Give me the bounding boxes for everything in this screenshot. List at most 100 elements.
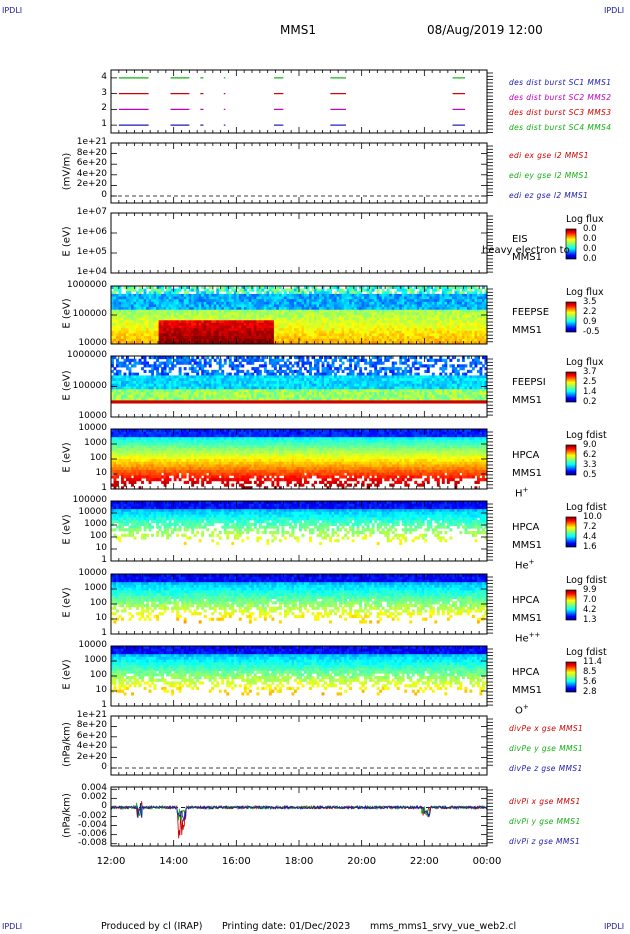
heatmap-cell: [201, 312, 205, 316]
heatmap-cell: [191, 386, 195, 390]
heatmap-cell: [226, 309, 230, 313]
heatmap-cell: [193, 301, 197, 305]
heatmap-cell: [481, 312, 485, 316]
heatmap-cell: [148, 317, 152, 321]
heatmap-cell: [276, 320, 280, 324]
heatmap-cell: [186, 361, 190, 365]
heatmap-cell: [401, 312, 405, 316]
heatmap-cell: [376, 361, 380, 365]
heatmap-cell: [126, 400, 129, 404]
heatmap-cell: [161, 333, 165, 337]
heatmap-cell: [241, 317, 245, 321]
heatmap-cell: [364, 312, 368, 316]
heatmap-cell: [231, 299, 235, 303]
heatmap-cell: [419, 309, 423, 313]
heatmap-cell: [246, 333, 250, 337]
heatmap-cell: [441, 317, 445, 321]
heatmap-cell: [201, 375, 205, 379]
heatmap-cell: [173, 288, 177, 292]
heatmap-cell: [196, 400, 200, 404]
heatmap-cell: [336, 299, 340, 303]
heatmap-cell: [331, 325, 335, 329]
heatmap-cell: [314, 378, 317, 382]
heatmap-cell: [369, 330, 373, 334]
heatmap-cell: [306, 389, 310, 393]
heatmap-cell: [211, 315, 215, 319]
heatmap-cell: [454, 328, 458, 332]
heatmap-cell: [419, 356, 423, 360]
heatmap-cell: [366, 309, 370, 313]
heatmap-cell: [311, 307, 315, 311]
heatmap-cell: [366, 333, 370, 337]
heatmap-cell: [389, 315, 393, 319]
heatmap-cell: [359, 315, 363, 319]
heatmap-cell: [459, 322, 463, 326]
heatmap-cell: [153, 338, 157, 342]
heatmap-cell: [346, 341, 350, 345]
heatmap-cell: [336, 328, 340, 332]
heatmap-cell: [359, 325, 363, 329]
heatmap-cell: [223, 336, 227, 340]
heatmap-cell: [331, 361, 335, 365]
heatmap-cell: [258, 309, 262, 313]
heatmap-cell: [296, 296, 300, 300]
heatmap-cell: [459, 301, 463, 305]
heatmap-cell: [361, 317, 365, 321]
heatmap-cell: [236, 286, 240, 290]
heatmap-cell: [151, 392, 155, 396]
heatmap-cell: [216, 400, 220, 404]
heatmap-cell: [206, 383, 210, 387]
heatmap-cell: [449, 304, 453, 308]
heatmap-cell: [304, 375, 307, 379]
heatmap-cell: [241, 309, 245, 313]
heatmap-cell: [273, 361, 277, 365]
heatmap-cell: [233, 330, 237, 334]
heatmap-cell: [416, 293, 420, 297]
heatmap-cell: [273, 328, 277, 332]
heatmap-cell: [138, 309, 142, 313]
heatmap-cell: [143, 299, 147, 303]
heatmap-cell: [261, 328, 265, 332]
heatmap-cell: [236, 400, 240, 404]
heatmap-cell: [296, 386, 300, 390]
heatmap-cell: [178, 301, 182, 305]
heatmap-cell: [121, 309, 124, 313]
heatmap-cell: [203, 301, 207, 305]
heatmap-cell: [346, 291, 350, 295]
heatmap-cell: [454, 293, 458, 297]
heatmap-cell: [416, 341, 420, 345]
heatmap-cell: [299, 293, 302, 297]
heatmap-cell: [183, 307, 187, 311]
heatmap-cell: [376, 386, 380, 390]
heatmap-cell: [311, 375, 315, 379]
heatmap-cell: [196, 291, 200, 295]
heatmap-cell: [178, 378, 182, 382]
heatmap-cell: [356, 389, 360, 393]
heatmap-cell: [271, 375, 275, 379]
heatmap-cell: [186, 293, 190, 297]
heatmap-cell: [309, 325, 312, 329]
heatmap-cell: [143, 291, 147, 295]
heatmap-cell: [188, 361, 192, 365]
heatmap-cell: [484, 296, 488, 300]
heatmap-cell: [444, 328, 448, 332]
heatmap-cell: [263, 315, 267, 319]
heatmap-cell: [359, 341, 363, 345]
heatmap-cell: [158, 296, 162, 300]
heatmap-cell: [256, 380, 260, 385]
heatmap-cell: [223, 333, 227, 337]
heatmap-cell: [286, 338, 290, 342]
heatmap-cell: [196, 361, 200, 365]
heatmap-cell: [111, 397, 114, 401]
heatmap-cell: [171, 380, 175, 385]
heatmap-cell: [148, 315, 152, 319]
heatmap-cell: [166, 341, 170, 345]
heatmap-cell: [329, 367, 332, 371]
heatmap-cell: [243, 380, 247, 385]
heatmap-cell: [161, 380, 165, 385]
heatmap-cell: [454, 322, 458, 326]
heatmap-cell: [283, 304, 287, 308]
heatmap-cell: [171, 293, 175, 297]
heatmap-cell: [268, 383, 272, 387]
heatmap-cell: [291, 312, 295, 316]
